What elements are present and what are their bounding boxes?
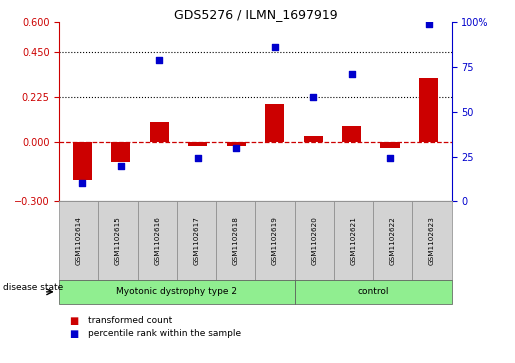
Text: GSM1102623: GSM1102623 <box>429 216 435 265</box>
Text: control: control <box>357 287 389 296</box>
Text: GSM1102621: GSM1102621 <box>351 216 356 265</box>
Text: Myotonic dystrophy type 2: Myotonic dystrophy type 2 <box>116 287 237 296</box>
Point <box>194 155 202 161</box>
Bar <box>265 104 284 142</box>
Bar <box>381 142 400 147</box>
Bar <box>303 136 323 142</box>
Text: GSM1102618: GSM1102618 <box>233 216 239 265</box>
Point <box>270 44 279 50</box>
Title: GDS5276 / ILMN_1697919: GDS5276 / ILMN_1697919 <box>174 8 337 21</box>
Bar <box>419 78 438 142</box>
Point <box>78 181 87 187</box>
Bar <box>150 122 169 142</box>
Text: GSM1102615: GSM1102615 <box>115 216 121 265</box>
Point <box>424 21 433 26</box>
Bar <box>73 142 92 180</box>
Point <box>117 163 125 168</box>
Text: disease state: disease state <box>3 283 63 292</box>
Text: GSM1102617: GSM1102617 <box>194 216 200 265</box>
Text: GSM1102619: GSM1102619 <box>272 216 278 265</box>
Text: GSM1102614: GSM1102614 <box>76 216 82 265</box>
Point <box>155 57 163 62</box>
Text: transformed count: transformed count <box>88 316 172 325</box>
Bar <box>111 142 130 162</box>
Bar <box>227 142 246 146</box>
Text: GSM1102620: GSM1102620 <box>311 216 317 265</box>
Text: percentile rank within the sample: percentile rank within the sample <box>88 330 241 338</box>
Text: ■: ■ <box>70 315 79 326</box>
Point <box>348 71 356 77</box>
Bar <box>342 126 361 142</box>
Text: GSM1102616: GSM1102616 <box>154 216 160 265</box>
Point <box>232 144 241 150</box>
Text: ■: ■ <box>70 329 79 339</box>
Text: GSM1102622: GSM1102622 <box>390 216 396 265</box>
Point <box>386 155 394 161</box>
Bar <box>188 142 208 146</box>
Point <box>309 94 317 100</box>
